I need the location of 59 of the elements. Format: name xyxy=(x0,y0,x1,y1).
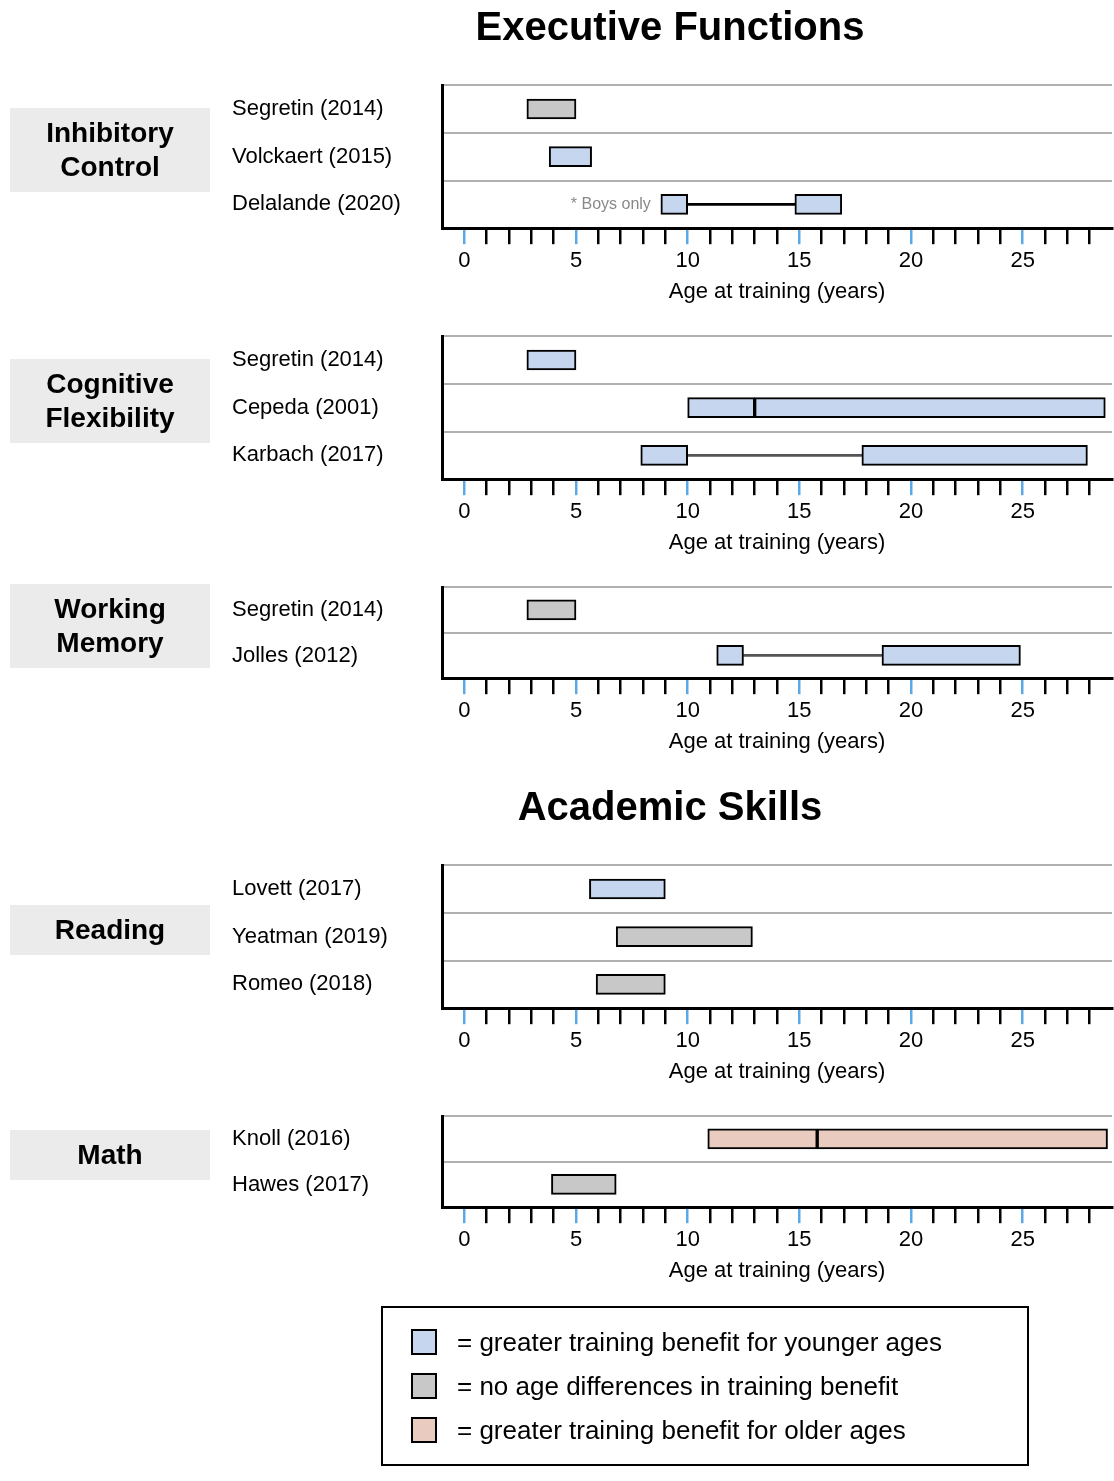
x-tick-label: 5 xyxy=(569,498,583,524)
y-tick-label: Cepeda (2001) xyxy=(232,393,379,419)
x-tick-label: 0 xyxy=(458,1027,471,1053)
y-tick-label: Hawes (2017) xyxy=(232,1170,369,1196)
annotation: * Boys only xyxy=(570,194,651,212)
x-tick-label: 0 xyxy=(458,247,471,273)
y-axis-title: Inhibitory Control xyxy=(10,108,210,192)
x-axis-title: Age at training (years) xyxy=(668,277,886,303)
x-tick-label: 15 xyxy=(787,1226,812,1252)
y-axis-title: Math xyxy=(10,1130,210,1180)
x-tick-label: 0 xyxy=(458,1226,471,1252)
x-tick-label: 25 xyxy=(1010,1226,1035,1252)
x-axis-title: Age at training (years) xyxy=(668,528,886,554)
x-axis-title: Age at training (years) xyxy=(668,1256,886,1282)
y-tick-label: Delalande (2020) xyxy=(232,190,401,216)
y-tick-label: Knoll (2016) xyxy=(232,1125,351,1151)
x-tick-label: 5 xyxy=(569,1226,583,1252)
x-axis-title: Age at training (years) xyxy=(668,727,886,753)
x-axis-title: Age at training (years) xyxy=(668,1057,886,1083)
x-tick-label: 25 xyxy=(1010,498,1035,524)
x-tick-label: 15 xyxy=(787,498,812,524)
x-tick-label: 15 xyxy=(787,1027,812,1053)
x-tick-label: 25 xyxy=(1010,697,1035,723)
x-tick-label: 10 xyxy=(675,1226,700,1252)
x-tick-label: 20 xyxy=(898,1226,924,1252)
y-tick-label: Karbach (2017) xyxy=(232,441,384,467)
x-tick-label: 15 xyxy=(787,697,812,723)
legend-label: = greater training benefit for younger ages xyxy=(457,1326,942,1358)
y-axis-title: Cognitive Flexibility xyxy=(10,359,210,443)
x-tick-label: 25 xyxy=(1010,247,1035,273)
y-tick-label: Jolles (2012) xyxy=(232,641,358,667)
x-tick-label: 0 xyxy=(458,498,471,524)
y-axis-title: Reading xyxy=(10,905,210,955)
legend-label: = no age differences in training benefit xyxy=(457,1370,899,1402)
x-tick-label: 5 xyxy=(569,247,583,273)
y-tick-label: Lovett (2017) xyxy=(232,875,362,901)
x-tick-label: 20 xyxy=(898,498,924,524)
x-tick-label: 0 xyxy=(458,697,471,723)
x-tick-label: 5 xyxy=(569,697,583,723)
x-tick-label: 5 xyxy=(569,1027,583,1053)
x-tick-label: 20 xyxy=(898,697,924,723)
chart-title: Executive Functions xyxy=(474,3,866,50)
x-tick-label: 25 xyxy=(1010,1027,1035,1053)
x-tick-label: 20 xyxy=(898,1027,924,1053)
x-tick-label: 10 xyxy=(675,498,700,524)
legend-label: = greater training benefit for older ages xyxy=(457,1414,906,1446)
x-tick-label: 10 xyxy=(675,1027,700,1053)
y-tick-label: Yeatman (2019) xyxy=(232,922,388,948)
x-tick-label: 10 xyxy=(675,247,700,273)
y-tick-label: Segretin (2014) xyxy=(232,596,384,622)
y-tick-label: Volckaert (2015) xyxy=(232,142,393,168)
chart-title: Academic Skills xyxy=(516,783,824,830)
x-tick-label: 15 xyxy=(787,247,812,273)
y-tick-label: Segretin (2014) xyxy=(232,95,384,121)
x-tick-label: 20 xyxy=(898,247,924,273)
x-tick-label: 10 xyxy=(675,697,700,723)
y-axis-title: Working Memory xyxy=(10,584,210,668)
y-tick-label: Romeo (2018) xyxy=(232,970,373,996)
y-tick-label: Segretin (2014) xyxy=(232,346,384,372)
